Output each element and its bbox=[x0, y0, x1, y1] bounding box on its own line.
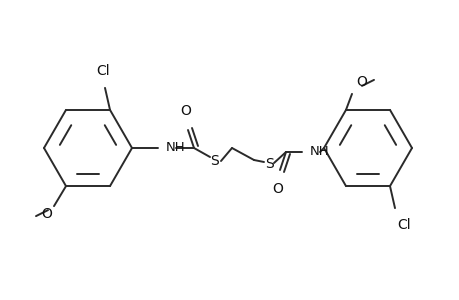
Text: Cl: Cl bbox=[96, 64, 110, 78]
Text: Cl: Cl bbox=[396, 218, 410, 232]
Text: O: O bbox=[180, 104, 191, 118]
Text: O: O bbox=[272, 182, 283, 196]
Text: O: O bbox=[355, 75, 366, 89]
Text: S: S bbox=[210, 154, 219, 168]
Text: NH: NH bbox=[309, 145, 329, 158]
Text: S: S bbox=[265, 157, 274, 171]
Text: NH: NH bbox=[166, 140, 185, 154]
Text: O: O bbox=[41, 207, 52, 221]
